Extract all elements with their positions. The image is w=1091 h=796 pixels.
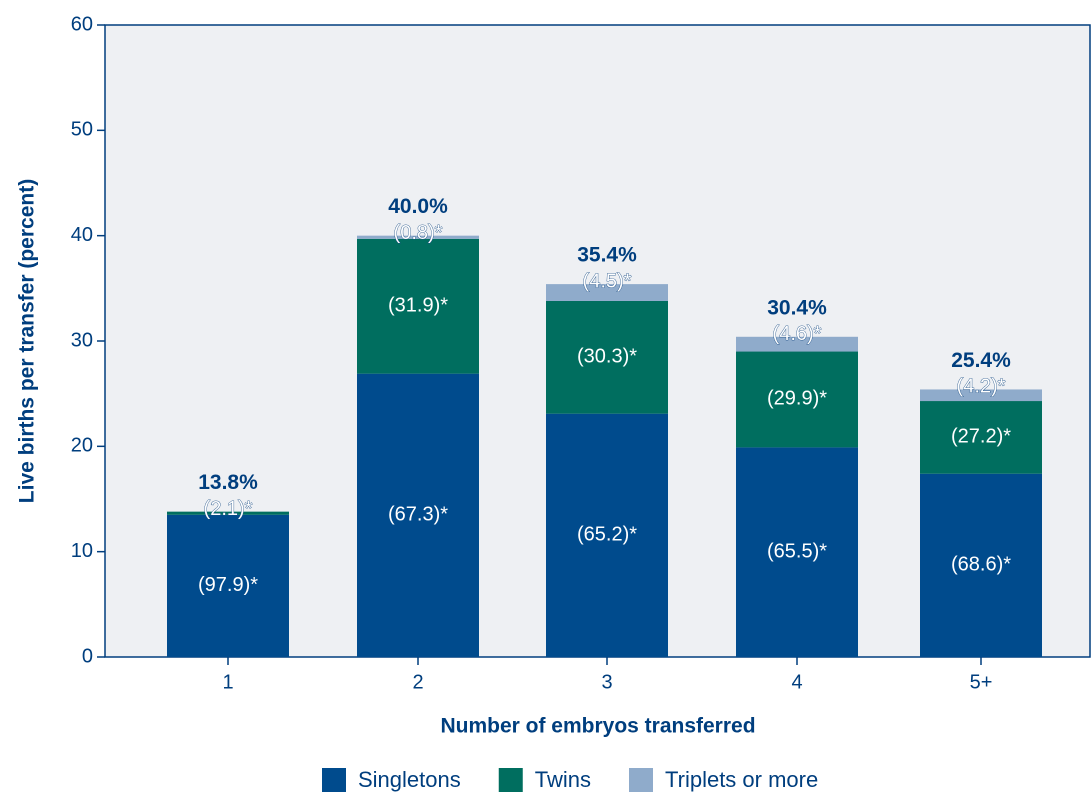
total-label: 35.4% (577, 244, 637, 267)
share-label: (27.2)* (951, 426, 1011, 448)
bar-segment (357, 238, 479, 374)
bar-segment (546, 413, 668, 657)
y-tick-label: 60 (71, 13, 93, 35)
total-label: 13.8% (198, 471, 258, 494)
x-tick-label: 4 (791, 671, 802, 693)
total-label: 30.4% (767, 296, 827, 319)
share-label: (4.5)* (583, 270, 632, 292)
bar-segment (167, 511, 289, 515)
legend-swatch (629, 768, 653, 792)
y-tick-label: 0 (82, 645, 93, 667)
x-tick-label: 1 (222, 671, 233, 693)
share-label: (30.3)* (577, 346, 637, 368)
bar-segment (736, 351, 858, 448)
bar-segment (357, 373, 479, 657)
y-tick-label: 40 (71, 224, 93, 246)
legend-label: Twins (535, 767, 591, 792)
y-tick-label: 20 (71, 435, 93, 457)
bar-segment (920, 401, 1042, 474)
bar-segment (920, 473, 1042, 657)
bar-segment (546, 284, 668, 301)
bar-segment (546, 300, 668, 414)
bar-segment (920, 389, 1042, 402)
legend-swatch (322, 768, 346, 792)
legend-label: Triplets or more (665, 767, 818, 792)
share-label: (97.9)* (198, 574, 258, 596)
share-label: (2.1)* (204, 498, 253, 520)
bar-segment (736, 336, 858, 352)
legend-swatch (498, 768, 523, 792)
x-axis-label: Number of embryos transferred (440, 715, 755, 738)
share-label: (0.8)* (394, 222, 443, 244)
y-axis-label: Live births per transfer (percent) (16, 179, 39, 503)
share-label: (68.6)* (951, 554, 1011, 576)
share-label: (29.9)* (767, 388, 827, 410)
share-label: (67.3)* (388, 504, 448, 526)
share-label: (65.2)* (577, 524, 637, 546)
y-tick-label: 30 (71, 329, 93, 351)
bar-segment (357, 235, 479, 239)
x-tick-label: 2 (412, 671, 423, 693)
total-label: 40.0% (388, 195, 448, 218)
bar-segment (736, 447, 858, 657)
y-tick-label: 10 (71, 540, 93, 562)
legend-label: Singletons (358, 767, 461, 792)
share-label: (31.9)* (388, 295, 448, 317)
x-tick-label: 3 (601, 671, 612, 693)
bar-segment (167, 514, 289, 657)
share-label: (65.5)* (767, 540, 827, 562)
x-tick-label: 5+ (970, 671, 993, 693)
share-label: (4.6)* (773, 323, 822, 345)
share-label: (4.2)* (957, 376, 1006, 398)
total-label: 25.4% (951, 349, 1011, 372)
y-tick-label: 50 (71, 119, 93, 141)
